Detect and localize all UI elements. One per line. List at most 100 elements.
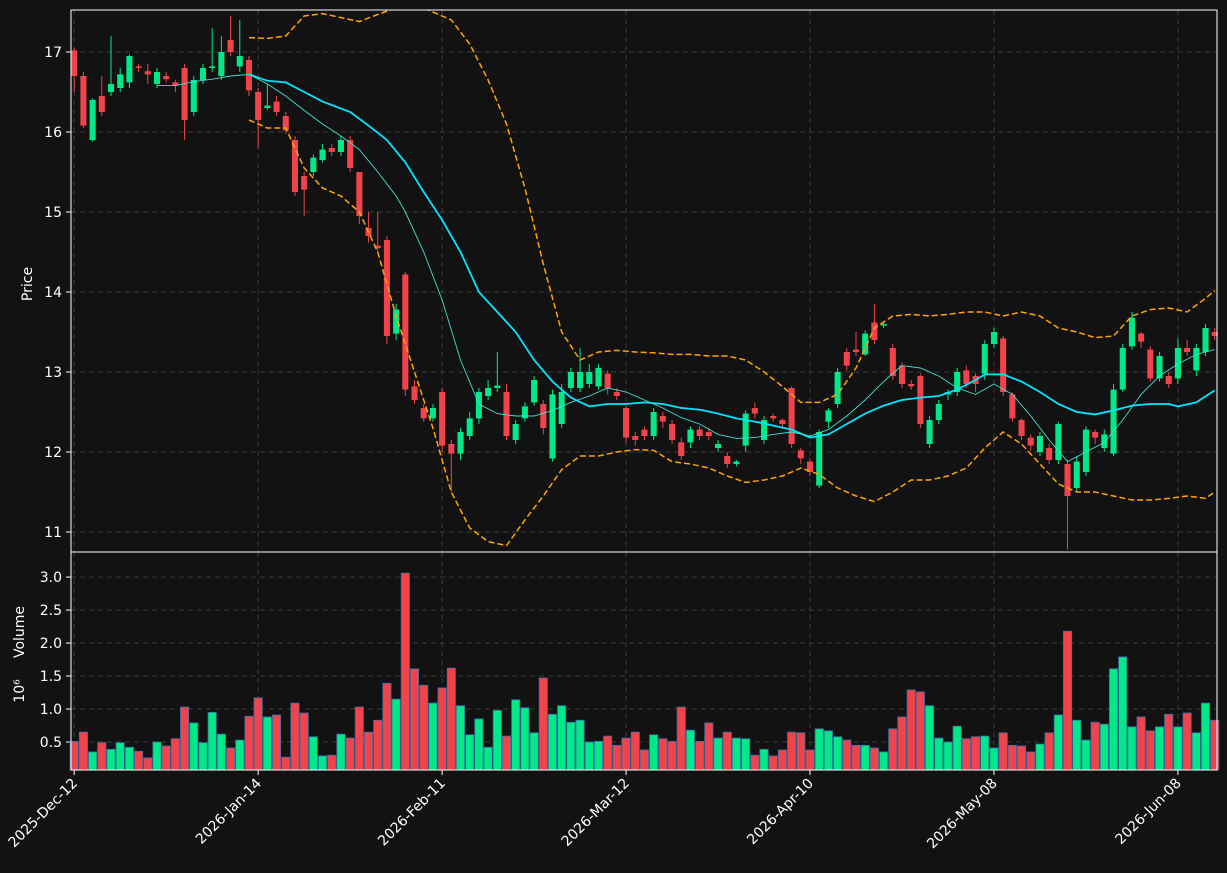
candle-body (549, 394, 556, 459)
indicator-line (157, 73, 1215, 463)
volume-bar (593, 740, 604, 771)
volume-bar (511, 699, 521, 771)
candle-body (981, 344, 988, 374)
volume-bar (888, 728, 898, 771)
volume-bar (419, 684, 429, 771)
volume-bar (88, 751, 98, 771)
volume-bar (1173, 726, 1183, 771)
candle-body (1211, 332, 1218, 336)
volume-bar (796, 732, 806, 771)
volume-bar (1026, 751, 1036, 771)
candle-body (374, 245, 381, 248)
candle-body (319, 149, 326, 160)
volume-bar (1210, 719, 1220, 771)
volume-bar (1136, 716, 1146, 771)
candle-body (457, 432, 464, 454)
candle-body (871, 322, 878, 340)
volume-bar (106, 748, 116, 771)
candle-body (724, 456, 731, 464)
volume-bar (833, 736, 843, 771)
candle-body (990, 332, 997, 344)
volume-bar (713, 737, 723, 771)
candle-body (1101, 434, 1108, 448)
candle-body (494, 385, 501, 388)
volume-bar (1182, 712, 1192, 771)
candle-body (1119, 348, 1126, 390)
volume-bar (538, 677, 548, 771)
y-tick-label: 2.0 (40, 636, 62, 652)
candle-body (181, 68, 188, 120)
candle-body (540, 404, 547, 428)
volume-bar (244, 715, 254, 771)
candle-body (669, 424, 676, 440)
y-tick-label: 13 (44, 365, 62, 381)
volume-bar (327, 754, 337, 771)
candle-body (659, 416, 666, 422)
volume-bar (971, 736, 981, 771)
candle-body (797, 450, 804, 459)
volume-bar (925, 705, 935, 771)
volume-bar (750, 754, 760, 771)
candle-body (926, 420, 933, 444)
candle-body (282, 116, 289, 131)
indicator-line (248, 119, 1216, 547)
candle-body (1055, 424, 1062, 460)
candle-body (705, 432, 712, 436)
candle-body (402, 274, 409, 390)
candle-body (604, 373, 611, 388)
candle-body (935, 404, 942, 420)
volume-bar (1044, 732, 1054, 771)
volume-bar (1081, 739, 1091, 771)
candle-body (558, 392, 565, 424)
volume-bar (547, 713, 558, 771)
volume-bar (851, 744, 861, 771)
y-tick-label: 12 (44, 445, 62, 461)
volume-bar (455, 705, 466, 771)
candle-body (209, 66, 216, 68)
volume-bar (354, 706, 364, 771)
candle-body (1202, 328, 1209, 352)
volume-bar (198, 742, 208, 771)
volume-bar (649, 734, 659, 771)
volume-bar (382, 682, 392, 771)
volume-bar (1200, 702, 1211, 771)
volume-bar (980, 735, 990, 771)
volume-bar (428, 702, 438, 771)
candle-body (715, 444, 722, 448)
volume-bar (934, 737, 944, 771)
volume-axis-label: Volume (12, 606, 28, 658)
volume-bar (1108, 668, 1119, 771)
candle-body (107, 84, 115, 92)
candle-body (1000, 338, 1007, 392)
candle-body (135, 66, 142, 68)
candle-body (852, 349, 860, 352)
candle-body (117, 74, 124, 88)
candle-body (199, 68, 207, 80)
candle-body (641, 429, 648, 436)
volume-bar (391, 698, 401, 771)
volume-bar (557, 705, 567, 771)
candle-body (328, 148, 335, 152)
candle-body (439, 392, 446, 446)
volume-bar (685, 729, 695, 771)
candle-body (696, 429, 703, 436)
volume-bar (805, 749, 815, 771)
volume-bar (869, 747, 879, 771)
volume-bar (492, 709, 502, 771)
candle-body (356, 172, 363, 216)
moving-lines (157, 10, 1216, 547)
volume-bar (446, 667, 456, 771)
candle-body (825, 410, 832, 422)
y-tick-label: 3.0 (40, 570, 62, 586)
candle-body (227, 40, 234, 52)
candle-body (1110, 389, 1117, 454)
volume-bar (1118, 656, 1128, 771)
candle-body (567, 372, 574, 388)
candle-body (678, 442, 685, 456)
candle-body (1064, 464, 1071, 496)
candle-body (1147, 349, 1154, 379)
volume-bar (695, 740, 705, 771)
candle-body (1184, 348, 1191, 352)
volume-bar (1127, 726, 1137, 771)
volume-bar (704, 722, 714, 771)
